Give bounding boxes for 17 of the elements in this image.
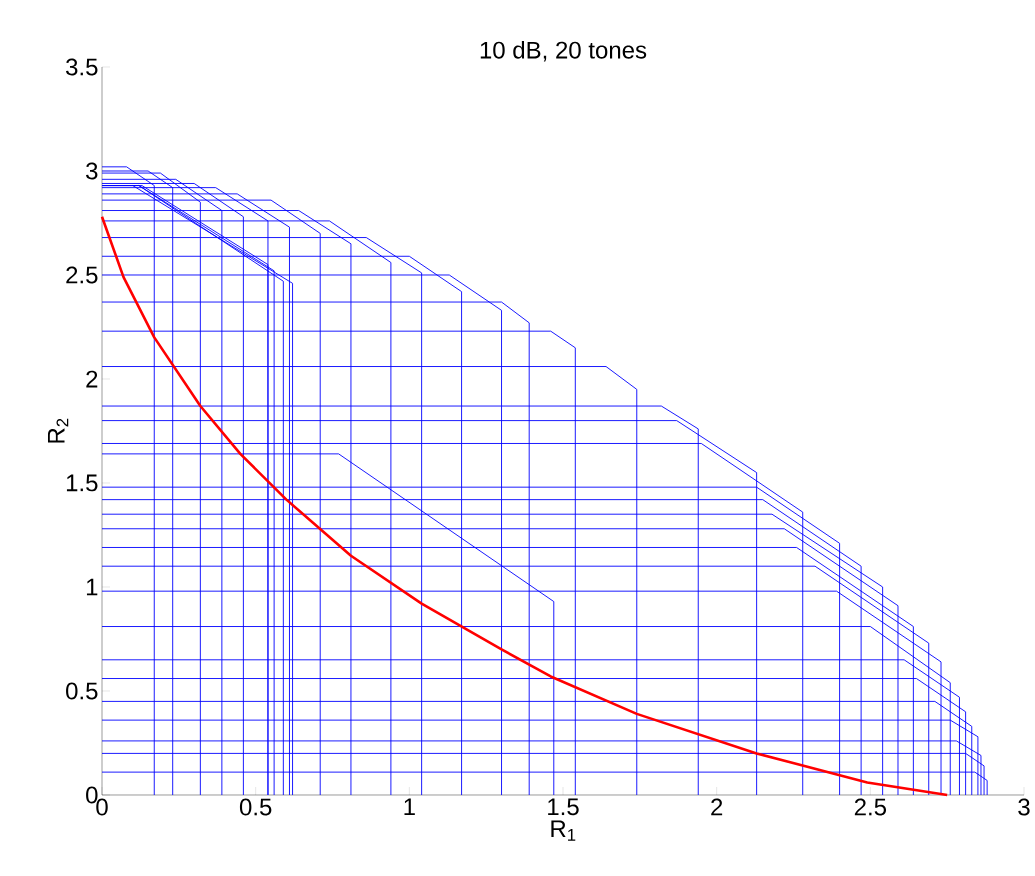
y-tick-label: 2.5	[66, 266, 98, 284]
x-tick-label: 1.5	[548, 798, 579, 816]
x-tick-label: 2	[711, 798, 723, 816]
chart-title: 10 dB, 20 tones	[480, 41, 647, 62]
y-tick-label: 3.5	[66, 58, 98, 76]
x-tick-label: 3	[1018, 798, 1030, 816]
x-tick-label: 0.5	[239, 798, 272, 816]
y-axis-title: R$_{2}$	[47, 418, 69, 443]
x-tick-label: 2.5	[854, 798, 887, 816]
y-tick-label: 3	[86, 162, 98, 180]
y-tick-label: 0.5	[66, 682, 98, 700]
y-tick-label: 2	[86, 370, 98, 388]
y-tick-label: 0	[86, 786, 98, 804]
x-tick-label: 1	[404, 798, 415, 816]
y-tick-label: 1.5	[66, 474, 98, 492]
x-axis-title: R$_{1}$	[551, 820, 576, 841]
y-tick-label: 1	[86, 578, 98, 596]
